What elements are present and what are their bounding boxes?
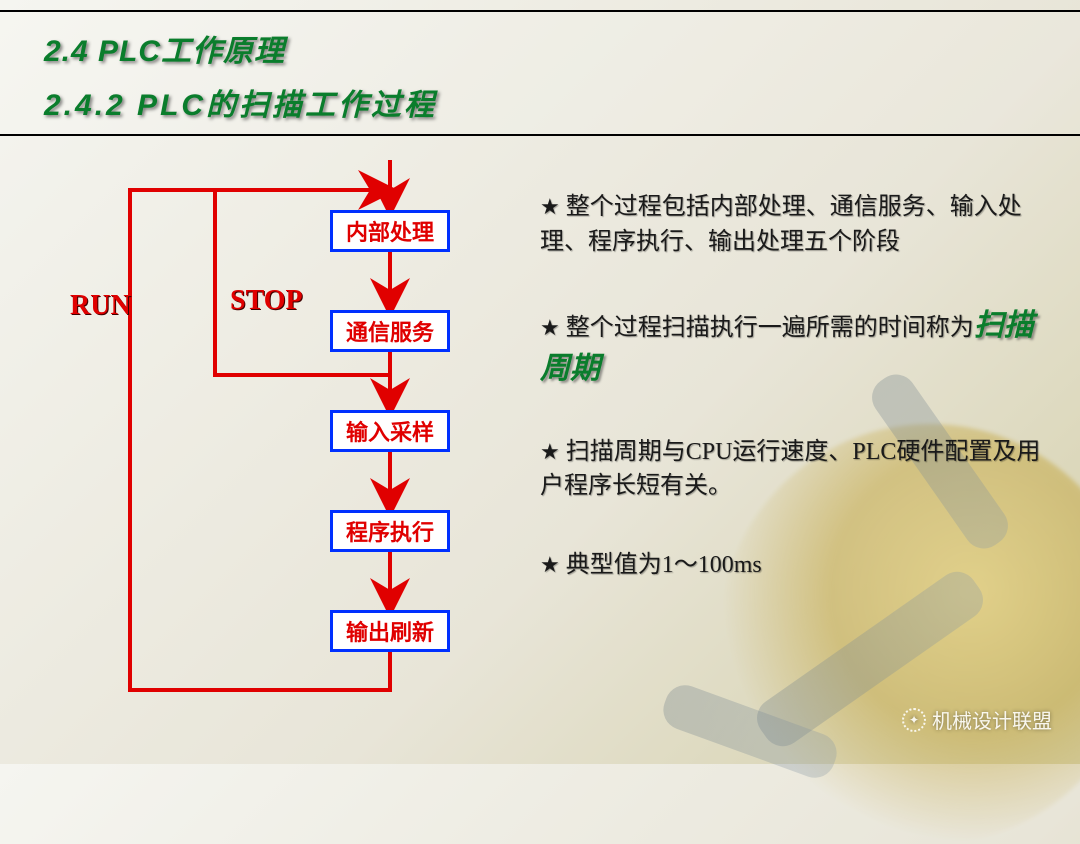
flowchart-node-exec: 程序执行 — [330, 510, 450, 552]
bullet-text: 扫描周期与CPU运行速度、PLC硬件配置及用户程序长短有关。 — [540, 439, 1040, 500]
flowchart-node-input: 输入采样 — [330, 410, 450, 452]
star-icon: ★ — [540, 194, 560, 219]
slide-subtitle: 2.4.2 PLC的扫描工作过程 — [44, 80, 1036, 124]
bullet-text: 整个过程扫描执行一遍所需的时间称为 — [560, 315, 974, 341]
bullet-3: ★ 扫描周期与CPU运行速度、PLC硬件配置及用户程序长短有关。 — [540, 435, 1050, 505]
flowchart-node-output: 输出刷新 — [330, 610, 450, 652]
slide-title: 2.4 PLC工作原理 — [44, 26, 1036, 70]
flowchart-container: 内部处理 通信服务 输入采样 程序执行 输出刷新 RUN STOP — [60, 160, 520, 720]
wechat-icon: ✦ — [902, 708, 926, 732]
star-icon: ★ — [540, 439, 560, 464]
flowchart-label-stop: STOP — [230, 285, 303, 317]
watermark-text: 机械设计联盟 — [932, 705, 1052, 734]
star-icon: ★ — [540, 552, 560, 577]
bullet-text: 整个过程包括内部处理、通信服务、输入处理、程序执行、输出处理五个阶段 — [540, 194, 1022, 255]
bullet-text: 典型值为1～100ms — [560, 552, 762, 578]
watermark: ✦ 机械设计联盟 — [902, 705, 1052, 734]
flowchart-node-internal: 内部处理 — [330, 210, 450, 252]
flowchart-label-run: RUN — [70, 290, 131, 322]
flowchart-arrows — [60, 160, 520, 720]
flowchart-node-comm: 通信服务 — [330, 310, 450, 352]
bullet-2: ★ 整个过程扫描执行一遍所需的时间称为扫描周期 — [540, 304, 1050, 391]
bullet-4: ★ 典型值为1～100ms — [540, 548, 1050, 583]
slide-header: 2.4 PLC工作原理 2.4.2 PLC的扫描工作过程 — [0, 10, 1080, 136]
bullet-1: ★ 整个过程包括内部处理、通信服务、输入处理、程序执行、输出处理五个阶段 — [540, 190, 1050, 260]
content-area: ★ 整个过程包括内部处理、通信服务、输入处理、程序执行、输出处理五个阶段 ★ 整… — [540, 190, 1050, 627]
star-icon: ★ — [540, 315, 560, 340]
